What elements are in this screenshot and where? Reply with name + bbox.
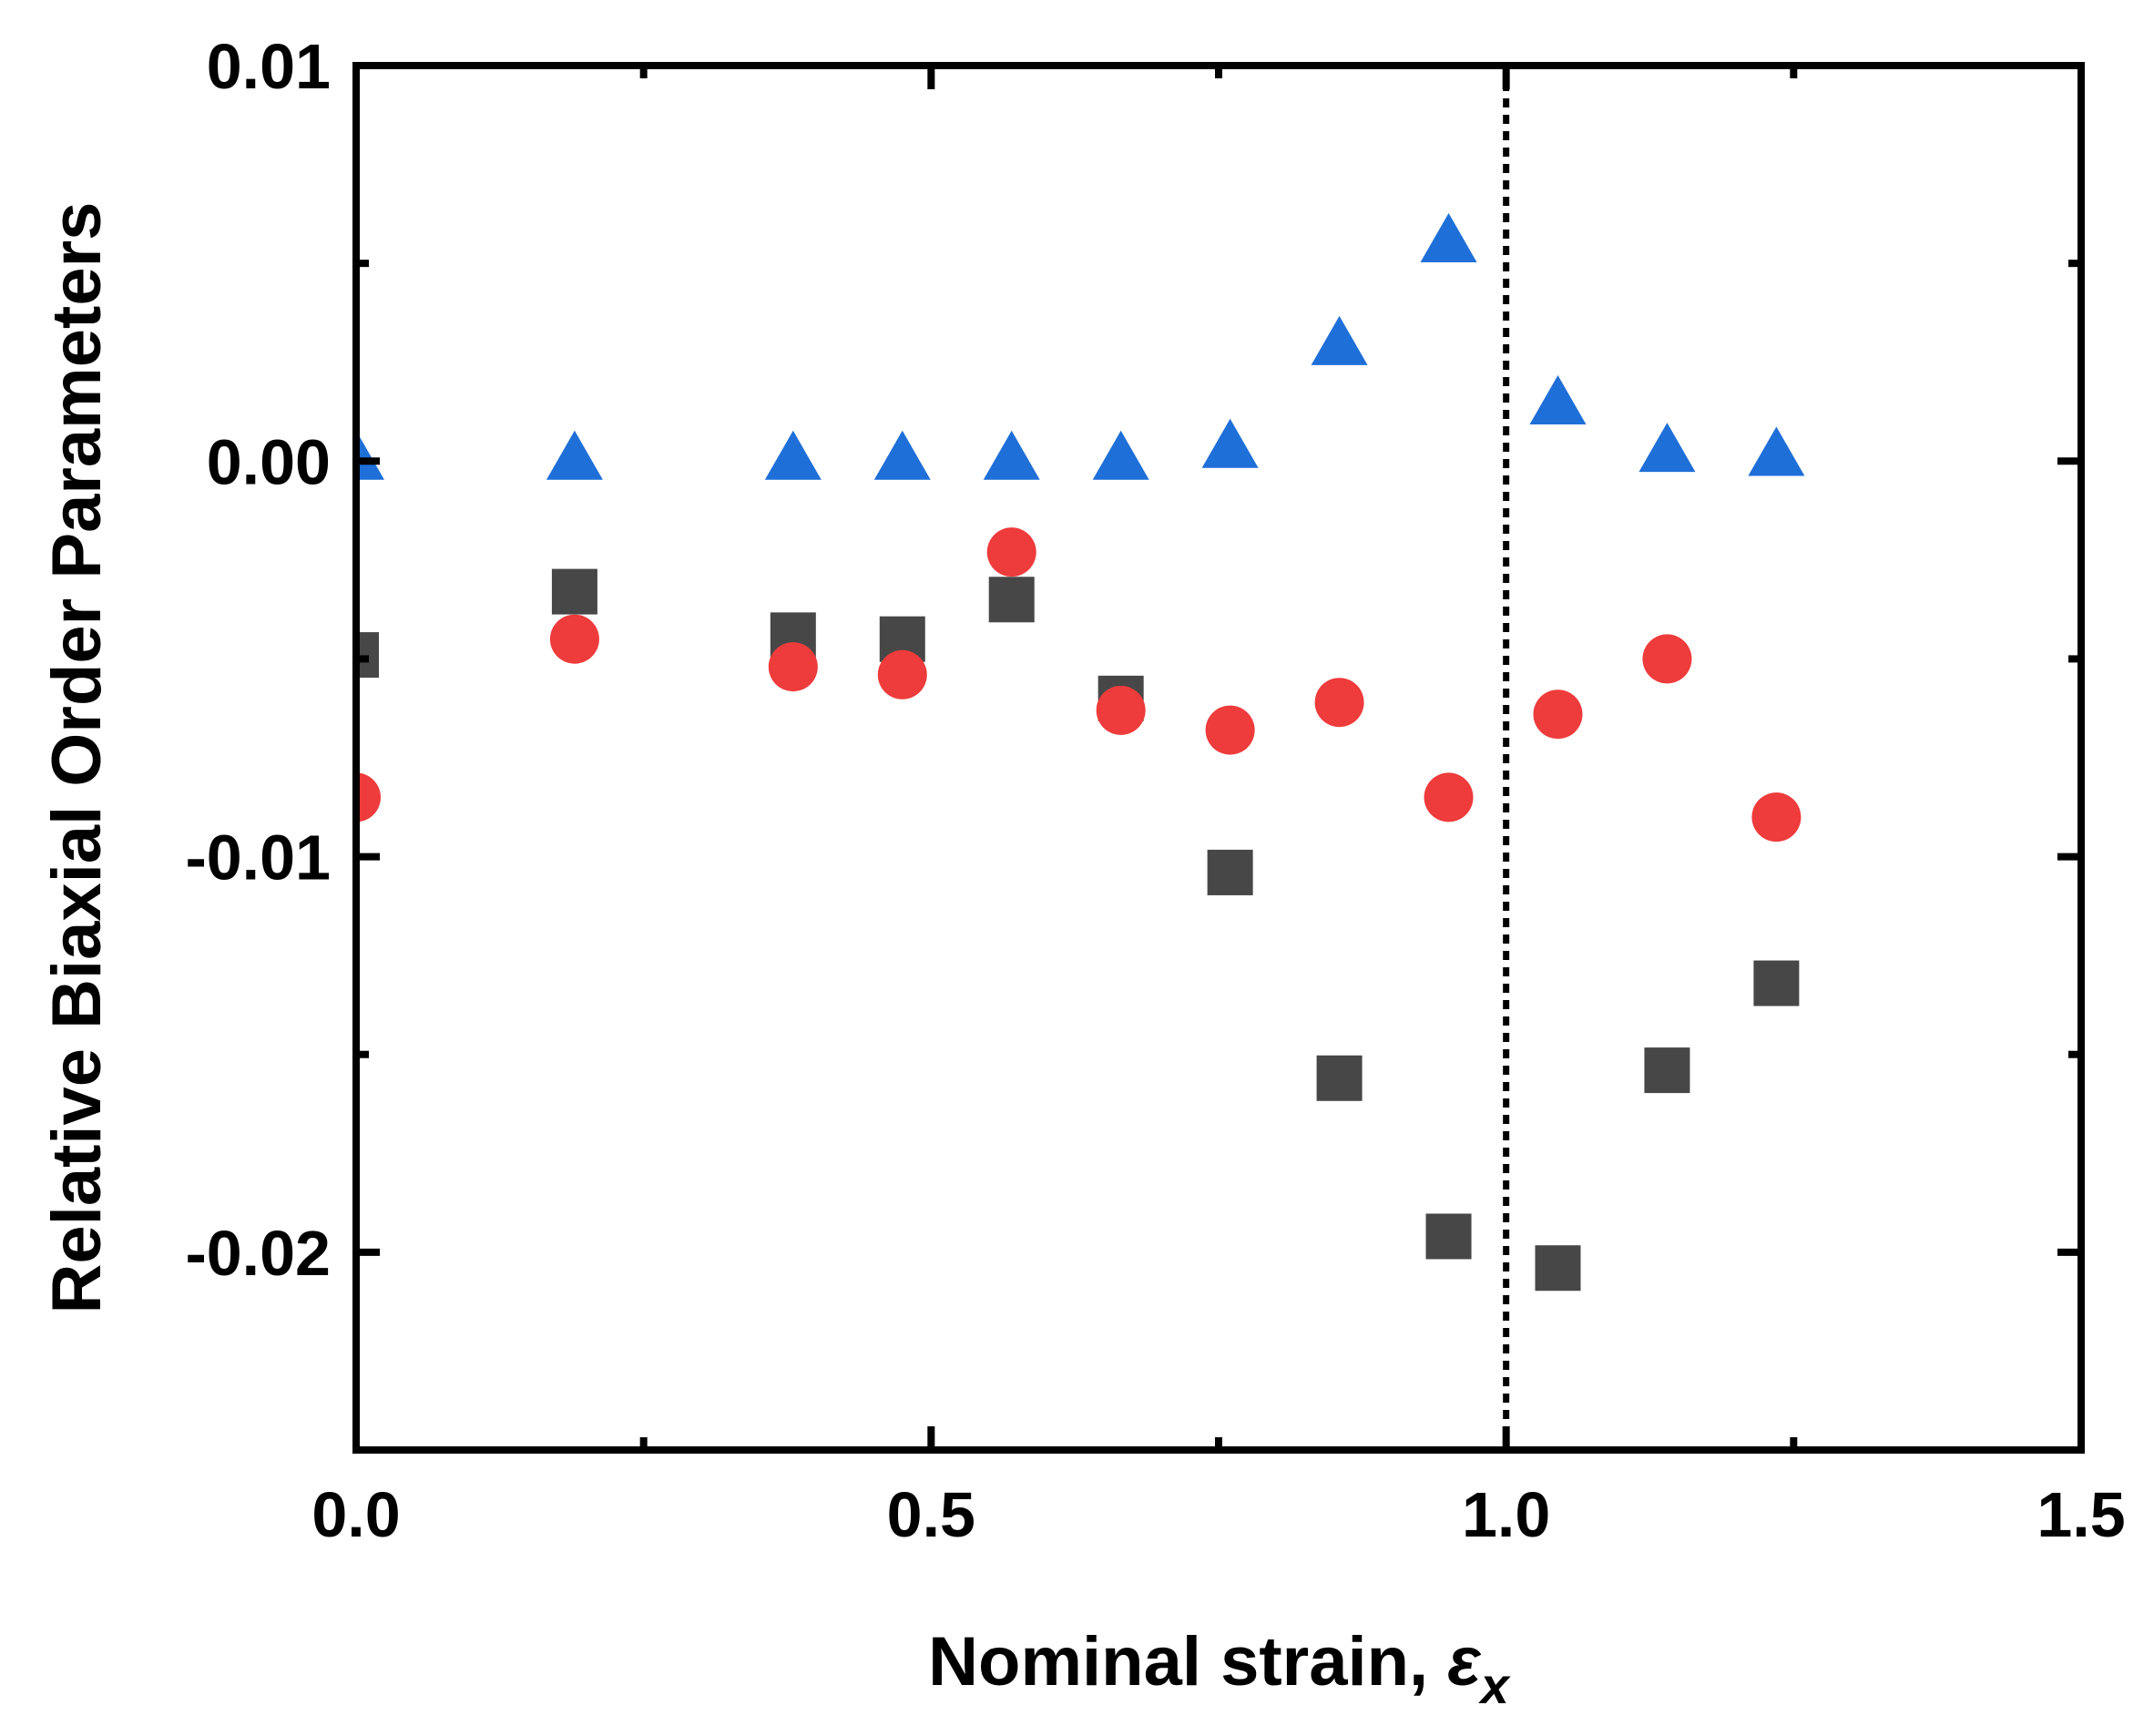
ticks-layer: 0.0 0.5 1.0 1.5 0.01 0.00 -0.01 -0.02 xyxy=(185,31,2125,1550)
triangle-point xyxy=(983,430,1040,480)
square-point xyxy=(356,632,379,679)
x-axis-title: Nominal strain, εx xyxy=(928,1623,1512,1714)
circle-point xyxy=(1096,685,1146,735)
triangle-point xyxy=(764,430,822,480)
circle-point xyxy=(1751,792,1802,842)
triangle-point xyxy=(1092,430,1149,480)
circle-point xyxy=(1205,705,1255,755)
plot-frame xyxy=(352,62,2085,1454)
square-point xyxy=(1535,1245,1581,1292)
square-point xyxy=(1207,849,1253,895)
x-axis-symbol: ε xyxy=(1447,1623,1482,1700)
x-tick-label: 1.5 xyxy=(2037,1479,2125,1550)
triangle-point xyxy=(1311,315,1368,365)
triangle-point xyxy=(1201,418,1259,468)
circle-point xyxy=(1424,772,1474,822)
square-point xyxy=(1644,1047,1690,1094)
x-tick-label: 0.5 xyxy=(887,1479,975,1550)
triangle-point xyxy=(1420,212,1477,262)
triangle-point xyxy=(1638,423,1696,473)
circle-point xyxy=(877,649,927,700)
triangle-point xyxy=(1529,375,1587,425)
circle-point xyxy=(1533,689,1583,740)
y-tick-label: -0.01 xyxy=(185,822,331,894)
y-axis-title: Relative Biaxial Order Parameters xyxy=(38,202,116,1314)
triangle-point xyxy=(546,430,603,480)
data-points-layer xyxy=(356,212,1805,1292)
x-tick-label: 0.0 xyxy=(311,1479,400,1550)
y-tick-label: 0.01 xyxy=(207,31,331,102)
x-axis-title-text: Nominal strain, xyxy=(928,1623,1447,1700)
x-tick-label: 1.0 xyxy=(1462,1479,1550,1550)
circle-point xyxy=(986,527,1036,577)
y-tick-label: -0.02 xyxy=(185,1218,331,1289)
circle-point xyxy=(1314,678,1364,728)
x-axis-subscript: x xyxy=(1478,1657,1512,1714)
square-point xyxy=(988,577,1035,623)
square-point xyxy=(551,568,597,615)
triangle-point xyxy=(873,430,931,480)
circle-point xyxy=(1642,634,1692,684)
circle-point xyxy=(356,772,381,822)
square-point xyxy=(1753,960,1800,1006)
circle-point xyxy=(768,642,818,692)
y-tick-label: 0.00 xyxy=(207,426,331,497)
triangle-point xyxy=(356,430,384,480)
triangle-point xyxy=(1748,426,1805,476)
square-point xyxy=(1425,1213,1472,1260)
square-point xyxy=(1316,1055,1363,1101)
circle-point xyxy=(549,614,599,664)
